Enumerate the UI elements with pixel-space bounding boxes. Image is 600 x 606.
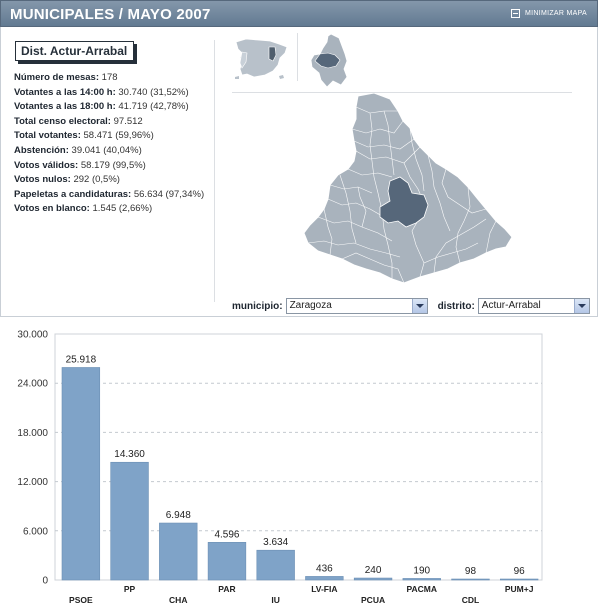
- chevron-down-icon[interactable]: [411, 299, 427, 313]
- stat-label: Número de mesas:: [14, 72, 100, 83]
- results-bar-chart: 0 6.000 12.000 18.000 24.000 30.000 25.918 PSOE…: [17, 330, 543, 606]
- y-tick-label: 24.000: [17, 379, 48, 390]
- y-tick-label: 30.000: [17, 330, 48, 341]
- bar-value-label: 14.360: [114, 449, 145, 460]
- x-category-label: PUM+J: [505, 584, 534, 594]
- bar-value-label: 3.634: [263, 537, 288, 548]
- stat-value: 30.740 (31,52%): [118, 86, 189, 98]
- stat-label: Votos en blanco:: [14, 203, 90, 215]
- x-category-label: PCUA: [361, 595, 385, 605]
- bar-pcua[interactable]: [353, 577, 393, 581]
- info-panel: [0, 27, 598, 317]
- distrito-value: Actur-Arrabal: [481, 300, 541, 311]
- distrito-select[interactable]: Actur-Arrabal: [477, 298, 590, 314]
- selected-district-region[interactable]: [379, 176, 429, 228]
- bar-psoe[interactable]: [61, 367, 101, 581]
- x-category-label: CHA: [169, 595, 187, 605]
- x-category-label: CDL: [462, 595, 479, 605]
- minimize-icon: [510, 9, 520, 18]
- x-category-label: LV-FIA: [311, 584, 337, 594]
- stat-label: Papeletas a candidaturas:: [14, 188, 132, 200]
- stat-label: Votos nulos:: [14, 174, 71, 186]
- panel-divider: [214, 40, 215, 302]
- stat-row: Número de mesas: 178: [14, 71, 204, 86]
- stat-row: Votos válidos: 58.179 (99,5%): [14, 159, 204, 174]
- stat-value: 1.545 (2,66%): [92, 203, 153, 215]
- bar-pum-j[interactable]: [499, 578, 539, 581]
- x-category-label: PAR: [218, 584, 235, 594]
- bar-value-label: 4.596: [214, 529, 239, 540]
- stat-row: Papeletas a candidaturas: 56.634 (97,34%…: [14, 188, 204, 203]
- stat-row: Votantes a las 14:00 h: 30.740 (31,52%): [14, 86, 204, 101]
- x-category-label: IU: [271, 595, 280, 605]
- selector-bar: municipio: Zaragoza distrito: Actur-Arra…: [232, 298, 590, 314]
- bars-layer: [61, 367, 539, 581]
- municipio-select[interactable]: Zaragoza: [285, 298, 428, 314]
- stat-value: 292 (0,5%): [73, 174, 120, 186]
- chevron-down-icon[interactable]: [573, 299, 589, 313]
- map-divider: [232, 92, 572, 93]
- x-category-label: PP: [124, 584, 136, 594]
- header-bar: MUNICIPALES / MAYO 2007 MINIMIZAR MAPA: [0, 0, 598, 27]
- bar-value-label: 240: [365, 565, 382, 576]
- thumbnail-divider: [297, 33, 298, 81]
- stat-row: Votos nulos: 292 (0,5%): [14, 173, 204, 188]
- stat-label: Votos válidos:: [14, 159, 79, 171]
- stat-row: Abstención: 39.041 (40,04%): [14, 144, 204, 159]
- bar-pp[interactable]: [110, 461, 149, 581]
- stat-value: 41.719 (42,78%): [118, 101, 189, 113]
- stat-label: Abstención:: [14, 144, 69, 156]
- stat-label: Votantes a las 18:00 h:: [14, 101, 116, 113]
- zaragoza-province-map-icon[interactable]: [309, 33, 351, 88]
- minimize-map-label: MINIMIZAR MAPA: [524, 10, 587, 17]
- stat-row: Votos en blanco: 1.545 (2,66%): [14, 202, 204, 217]
- minimize-map-button[interactable]: MINIMIZAR MAPA: [510, 9, 587, 18]
- bar-par[interactable]: [207, 542, 247, 581]
- stat-label: Votantes a las 14:00 h:: [14, 86, 116, 98]
- municipio-value: Zaragoza: [289, 300, 332, 311]
- municipio-label: municipio:: [232, 300, 283, 312]
- stat-label: Total votantes:: [14, 130, 81, 142]
- stat-value: 58.179 (99,5%): [80, 159, 146, 171]
- stat-value: 97.512: [113, 115, 143, 127]
- stat-row: Total votantes: 58.471 (59,96%): [14, 129, 204, 144]
- bar-value-label: 98: [465, 566, 477, 577]
- bar-value-label: 436: [316, 563, 333, 574]
- stat-row: Votantes a las 18:00 h: 41.719 (42,78%): [14, 100, 204, 115]
- stat-value: 178: [101, 72, 118, 83]
- stat-value: 58.471 (59,96%): [83, 130, 154, 142]
- district-badge: Dist. Actur-Arrabal: [15, 41, 135, 61]
- x-category-label: PACMA: [406, 584, 437, 594]
- y-tick-label: 0: [42, 576, 48, 587]
- distrito-label: distrito:: [437, 300, 475, 312]
- stat-value: 56.634 (97,34%): [133, 188, 205, 200]
- bar-cha[interactable]: [159, 522, 198, 581]
- stat-value: 39.041 (40,04%): [71, 144, 142, 156]
- bar-iu[interactable]: [256, 549, 295, 581]
- bar-value-label: 190: [413, 565, 430, 576]
- zaragoza-province-map[interactable]: [300, 93, 514, 289]
- y-tick-label: 6.000: [23, 526, 48, 537]
- stat-label: Total censo electoral:: [14, 115, 111, 127]
- bar-value-label: 96: [514, 566, 526, 577]
- bar-value-label: 25.918: [66, 354, 97, 365]
- spain-map-icon[interactable]: [232, 36, 290, 81]
- bar-pacma[interactable]: [402, 578, 441, 581]
- page-title: MUNICIPALES / MAYO 2007: [10, 6, 211, 23]
- x-category-label: PSOE: [69, 595, 93, 605]
- bar-lv-fia[interactable]: [305, 576, 344, 581]
- stats-list: Número de mesas: 178 Votantes a las 14:0…: [14, 71, 204, 217]
- bar-cdl[interactable]: [451, 578, 490, 581]
- y-tick-label: 12.000: [17, 477, 48, 488]
- labels-layer: 0 6.000 12.000 18.000 24.000 30.000 25.918 PSOE…: [17, 330, 533, 606]
- y-tick-label: 18.000: [17, 428, 48, 439]
- bar-value-label: 6.948: [166, 510, 191, 521]
- stat-row: Total censo electoral: 97.512: [14, 115, 204, 130]
